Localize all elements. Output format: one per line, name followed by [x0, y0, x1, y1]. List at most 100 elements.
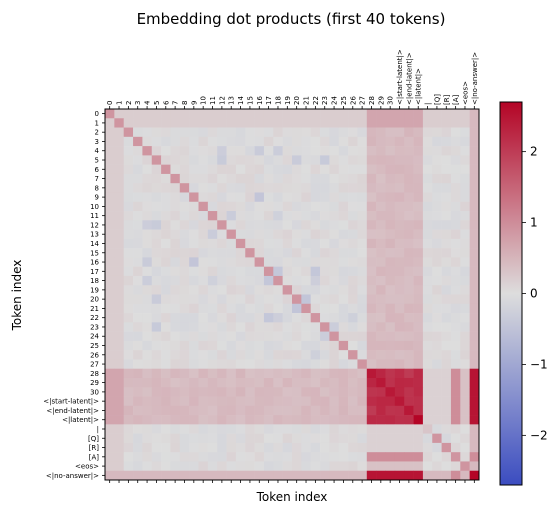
x-tick-label: 24	[331, 96, 339, 105]
heatmap-cell	[292, 173, 302, 184]
heatmap-cell	[460, 109, 470, 119]
heatmap-cell	[179, 331, 190, 342]
heatmap-cell	[432, 313, 442, 323]
y-tick-label: <|start-latent|>	[43, 398, 99, 406]
heatmap-cell	[114, 155, 124, 165]
heatmap-cell	[385, 192, 396, 203]
heatmap-cell	[404, 173, 414, 184]
heatmap-cell	[376, 470, 386, 481]
heatmap-cell	[441, 452, 452, 462]
heatmap-cell	[245, 211, 255, 221]
x-axis-label: Token index	[256, 490, 328, 504]
heatmap-cell	[348, 238, 358, 249]
heatmap-cell	[338, 266, 349, 277]
heatmap-cell	[245, 322, 255, 332]
heatmap-cell	[217, 192, 227, 203]
heatmap-cell	[348, 257, 358, 267]
heatmap-cell	[366, 155, 377, 165]
heatmap-cell	[179, 183, 190, 193]
heatmap-cell	[413, 146, 424, 156]
heatmap-cell	[198, 173, 209, 184]
heatmap-cell	[123, 229, 134, 240]
heatmap-cell	[217, 359, 227, 370]
heatmap-cell	[450, 313, 461, 323]
heatmap-cell	[123, 405, 134, 416]
heatmap-cell	[460, 424, 470, 434]
heatmap-cell	[329, 368, 340, 379]
heatmap-cell	[151, 303, 162, 314]
heatmap-cell	[338, 155, 349, 165]
heatmap-cell	[245, 127, 255, 138]
heatmap-cell	[105, 248, 115, 258]
heatmap-cell	[123, 257, 134, 267]
heatmap-cell	[404, 377, 414, 388]
heatmap-cell	[189, 109, 199, 119]
heatmap-cell	[179, 238, 190, 249]
heatmap-cell	[282, 173, 293, 184]
heatmap-cell	[292, 461, 302, 472]
heatmap-cell	[245, 461, 255, 472]
heatmap-cell	[179, 433, 190, 444]
heatmap-cell	[329, 173, 340, 184]
heatmap-cell	[105, 238, 115, 249]
heatmap-cell	[357, 192, 368, 203]
heatmap-cell	[151, 322, 162, 332]
heatmap-cell	[432, 470, 442, 481]
heatmap-cell	[282, 201, 293, 212]
heatmap-cell	[404, 266, 414, 277]
heatmap-cell	[385, 229, 396, 240]
heatmap-cell	[320, 442, 330, 453]
heatmap-cell	[432, 331, 442, 342]
heatmap-cell	[263, 248, 274, 258]
heatmap-cell	[450, 248, 461, 258]
heatmap-cell	[161, 136, 171, 147]
heatmap-cell	[235, 322, 246, 332]
heatmap-cell	[450, 238, 461, 249]
heatmap-cell	[357, 359, 368, 370]
heatmap-cell	[432, 248, 442, 258]
x-tick-label: 6	[162, 100, 170, 105]
heatmap-cell	[245, 415, 255, 425]
heatmap-cell	[273, 248, 283, 258]
heatmap-cell	[376, 211, 386, 221]
heatmap-cell	[273, 331, 283, 342]
heatmap-cell	[329, 461, 340, 472]
heatmap-cell	[245, 313, 255, 323]
heatmap-cell	[235, 470, 246, 481]
heatmap-cell	[320, 238, 330, 249]
heatmap-cell	[123, 238, 134, 249]
heatmap-cell	[404, 396, 414, 407]
heatmap-cell	[366, 313, 377, 323]
heatmap-cell	[170, 470, 181, 481]
heatmap-cell	[460, 127, 470, 138]
heatmap-cell	[320, 415, 330, 425]
heatmap-cell	[376, 396, 386, 407]
heatmap-cell	[357, 470, 368, 481]
heatmap-cell	[413, 303, 424, 314]
heatmap-cell	[357, 127, 368, 138]
heatmap-cell	[376, 127, 386, 138]
heatmap-cell	[105, 387, 115, 397]
heatmap-cell	[413, 442, 424, 453]
heatmap-cell	[226, 201, 237, 212]
heatmap-cell	[357, 266, 368, 277]
x-tick-label: <|no-answer|>	[471, 52, 479, 105]
x-tick-label: 20	[293, 96, 301, 105]
heatmap-cell	[263, 387, 274, 397]
heatmap-cell	[235, 275, 246, 286]
heatmap-cell	[170, 433, 181, 444]
heatmap-cell	[366, 118, 377, 128]
heatmap-cell	[189, 377, 199, 388]
heatmap-cell	[450, 359, 461, 370]
heatmap-cell	[394, 109, 405, 119]
heatmap-cell	[394, 331, 405, 342]
heatmap-cell	[460, 192, 470, 203]
heatmap-cell	[320, 201, 330, 212]
heatmap-cell	[226, 377, 237, 388]
heatmap-cell	[142, 368, 153, 379]
heatmap-cell	[151, 368, 162, 379]
heatmap-cell	[198, 164, 209, 175]
heatmap-cell	[432, 118, 442, 128]
heatmap-cell	[301, 238, 311, 249]
heatmap-cell	[357, 238, 368, 249]
